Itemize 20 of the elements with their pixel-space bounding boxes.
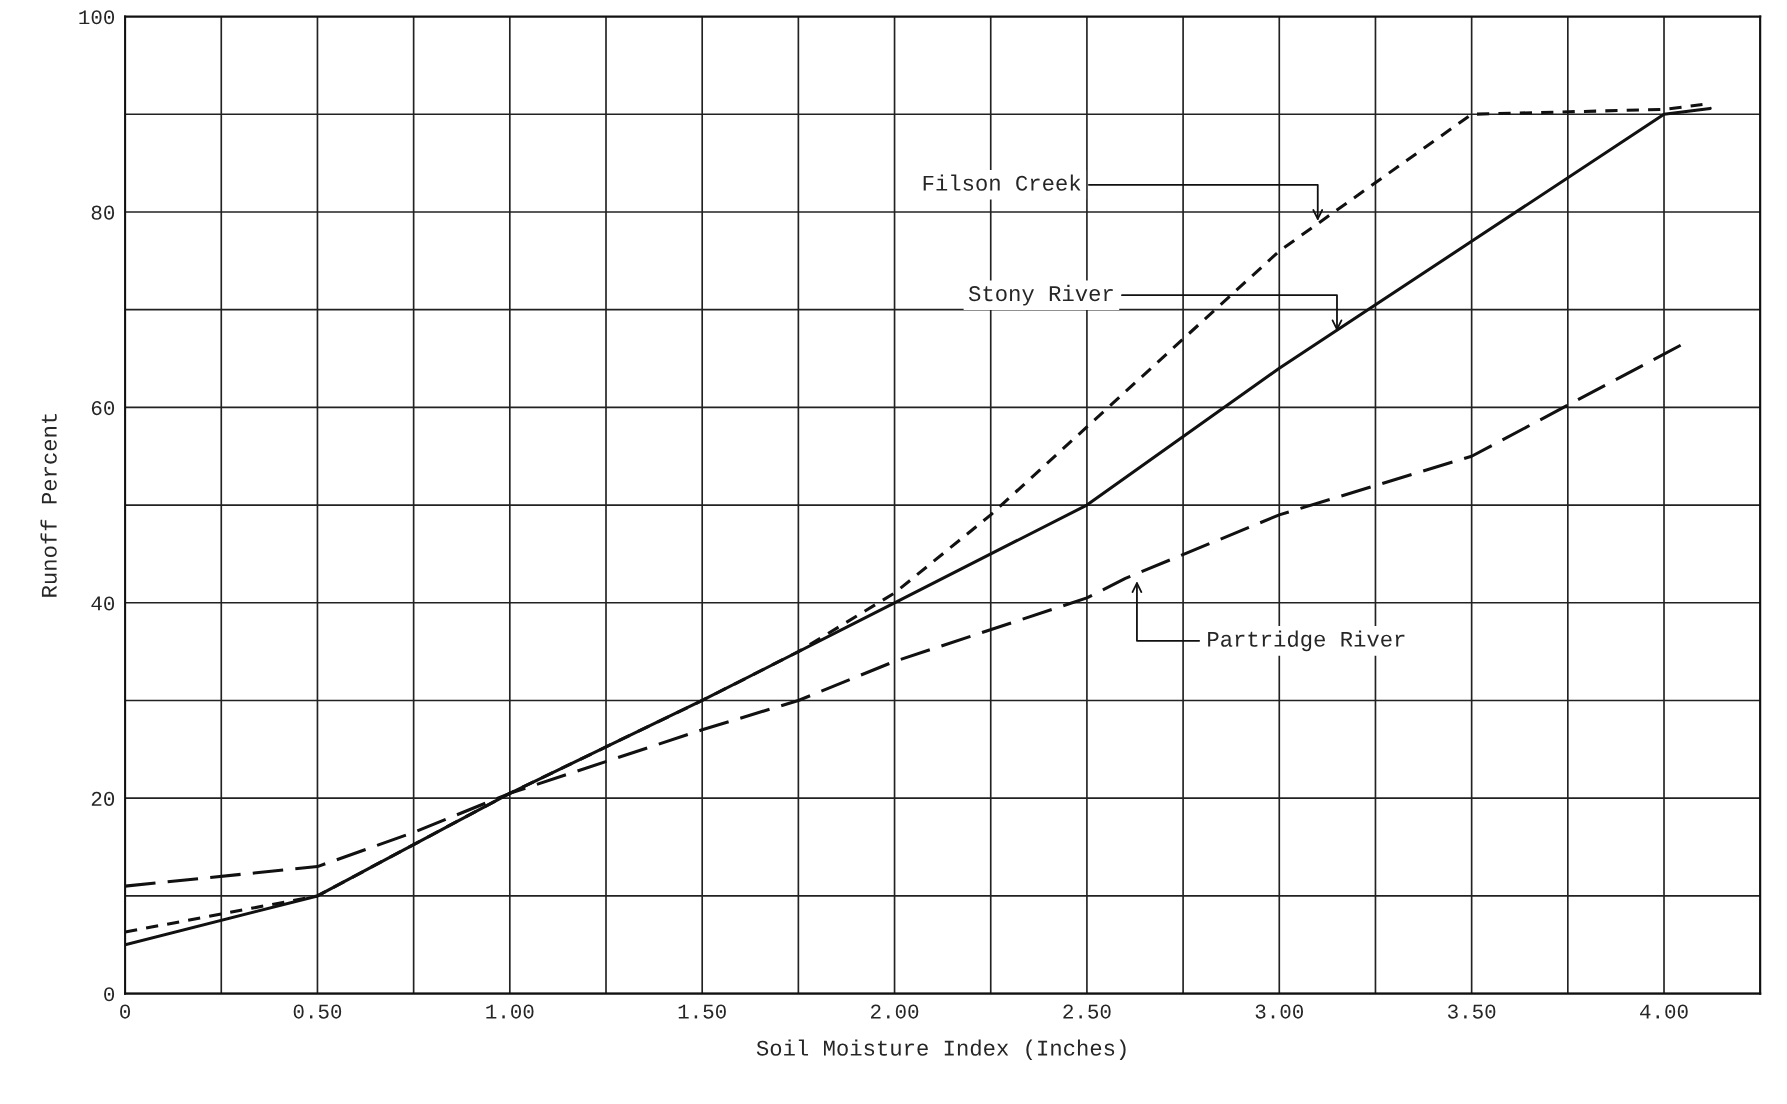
y-tick-label: 60 — [91, 400, 115, 416]
x-tick-label: 1.50 — [678, 1004, 726, 1019]
x-tick-label: 3.50 — [1447, 1004, 1496, 1019]
y-axis-title: Runoff Percent — [40, 414, 57, 597]
x-axis-title: Soil Moisture Index (Inches) — [756, 1039, 1126, 1061]
annotation: Stony River — [968, 284, 1113, 306]
x-tick-label: 2.50 — [1063, 1004, 1111, 1019]
x-tick-label: 2.00 — [871, 1004, 919, 1019]
x-tick-label: 0 — [120, 1004, 131, 1019]
x-tick-label: 1.00 — [486, 1004, 534, 1019]
x-tick-label: 0.50 — [293, 1004, 342, 1019]
y-tick-label: 40 — [91, 596, 115, 611]
y-tick-label: 0 — [104, 987, 115, 1002]
annotation: Partridge River — [1208, 630, 1405, 652]
y-tick-label: 80 — [91, 205, 115, 220]
y-tick-label: 20 — [91, 791, 115, 806]
annotation: Filson Creek — [923, 174, 1081, 191]
y-tick-label: 100 — [79, 10, 115, 25]
x-tick-label: 4.00 — [1640, 1004, 1688, 1019]
x-tick-label: 3.00 — [1255, 1004, 1303, 1019]
